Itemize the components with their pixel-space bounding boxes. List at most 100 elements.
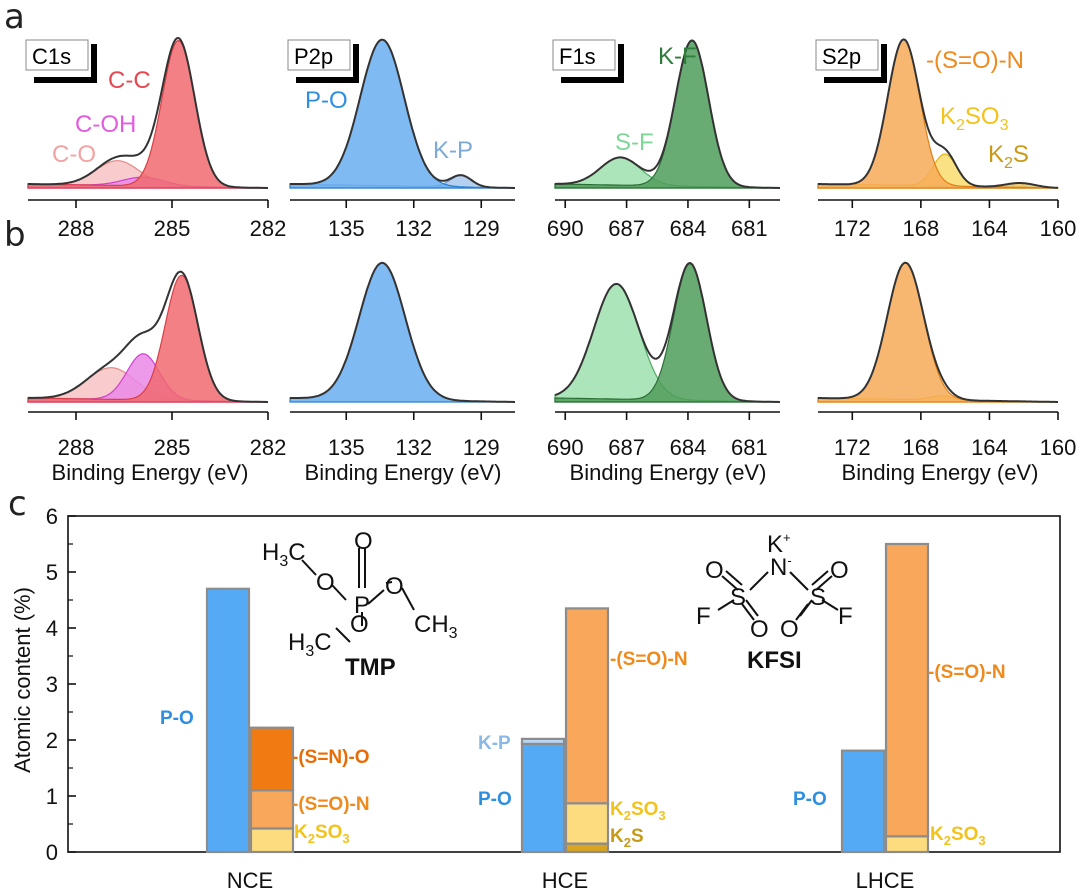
bar-ylabel: Atomic content (%) (10, 587, 35, 773)
element-box-shadow (561, 44, 624, 83)
xps-axis-title-s2p: Binding Energy (eV) (842, 460, 1039, 485)
label-c1s-c-o: C-O (52, 141, 96, 168)
bar-label-hce-k2so3: K2SO3 (610, 799, 666, 823)
bar-category-hce: HCE (542, 868, 588, 893)
kfsi-atom-s2: S (810, 584, 826, 611)
xps-axis-title-f1s: Binding Energy (eV) (570, 460, 767, 485)
bar-hce-k2so3 (564, 802, 610, 845)
bar-lhce-p-o (840, 749, 886, 854)
envelope-c1s-b (28, 270, 268, 403)
label-s2p-s-o-n: -(S=O)-N (926, 47, 1024, 74)
xps-tick-label: 129 (463, 216, 500, 241)
xps-tick-label: 129 (463, 435, 500, 460)
bar-hce-k2s (564, 842, 610, 854)
xps-tick-label: 288 (58, 216, 95, 241)
bar-nce--s-n-o (249, 726, 295, 792)
peak-p2p-p-o-b (289, 262, 515, 403)
element-label-f1s: F1s (559, 44, 596, 69)
xps-tick-label: 160 (1040, 435, 1077, 460)
tmp-structure: H3C O O P O CH3 O H3C TMP (262, 528, 458, 681)
bar-label-hce-k-p: K-P (478, 733, 511, 754)
xps-s2p-row-b: 172 168 164 160 (817, 261, 1077, 460)
xps-tick-label: 160 (1040, 216, 1077, 241)
label-c1s-c-c: C-C (108, 67, 151, 94)
label-s2p-k2so3: K2SO3 (940, 103, 1009, 134)
element-box-shadow (824, 44, 887, 83)
tmp-atom-o2: O (385, 573, 404, 600)
xps-tick-label: 168 (902, 216, 939, 241)
bar-label-lhce-s-o-n: -(S=O)-N (928, 662, 1006, 683)
xps-p2p-row-b: 135 132 129 (289, 261, 515, 460)
bar-label-nce-s-n-o: -(S=N)-O (292, 747, 370, 768)
kfsi-atom-o4: O (780, 616, 799, 643)
tmp-atom-p: P (354, 592, 370, 619)
envelope-p2p-b (290, 261, 515, 403)
xps-tick-label: 132 (395, 435, 432, 460)
xps-axis-title-c1s: Binding Energy (eV) (52, 460, 249, 485)
xps-tick-label: 681 (731, 435, 768, 460)
label-p2p-k-p: K-P (433, 137, 473, 164)
bar-hce-p-o (520, 742, 566, 854)
envelope-s2p-a (818, 38, 1058, 189)
tmp-atom-h3c: H3C (262, 539, 306, 570)
element-label-c1s: C1s (32, 44, 71, 69)
bar-category-nce: NCE (227, 868, 273, 893)
atomic-content-chart: 0 1 2 3 4 5 6 NCE HCE LHCE (46, 504, 1061, 893)
peak-s2p--s-o-n-b (817, 262, 1058, 403)
tmp-atom-o1: O (316, 569, 335, 596)
kfsi-atom-o2: O (750, 616, 769, 643)
bar-ytick-label: 6 (46, 504, 58, 529)
kfsi-atom-s1: S (730, 584, 746, 611)
kfsi-atom-f1: F (696, 603, 711, 630)
panel-letter-a: a (4, 0, 25, 37)
xps-tick-label: 132 (395, 216, 432, 241)
xps-tick-label: 282 (250, 216, 287, 241)
bar-nce-k2so3 (249, 827, 295, 854)
bar-lhce--s-o-n (884, 542, 930, 838)
bar-label-hce-s-o-n: -(S=O)-N (610, 649, 688, 670)
tmp-atom-ch3: CH3 (414, 611, 458, 642)
xps-c1s-row-b: 288 285 282 (27, 270, 286, 460)
bar-ytick-label: 2 (46, 728, 58, 753)
bar-ytick-label: 0 (46, 840, 58, 865)
xps-tick-label: 135 (328, 216, 365, 241)
bar-lhce-k2so3 (884, 835, 930, 854)
element-box (287, 39, 351, 71)
xps-p2p-row-a: 135 132 129 P2p (287, 38, 515, 241)
bar-ytick-label: 1 (46, 784, 58, 809)
xps-tick-label: 164 (971, 216, 1008, 241)
element-box (815, 39, 879, 71)
bar-label-lhce-p-o: P-O (793, 789, 827, 810)
envelope-f1s-a (555, 39, 780, 189)
envelope-c1s-a (28, 36, 268, 189)
bar-label-hce-p-o: P-O (478, 789, 512, 810)
tmp-atom-o-double: O (354, 528, 373, 555)
bar-hce--s-o-n (564, 607, 610, 805)
kfsi-atom-o3: O (830, 557, 849, 584)
tmp-atom-h3c-2: H3C (288, 629, 332, 660)
envelope-p2p-a (290, 38, 515, 189)
xps-tick-label: 687 (608, 435, 645, 460)
kfsi-atom-o1: O (705, 557, 724, 584)
element-label-p2p: P2p (294, 44, 333, 69)
xps-c1s-row-a: 288 285 282 C1s (25, 36, 287, 241)
xps-tick-label: 690 (547, 435, 584, 460)
xps-s2p-row-a: 172 168 164 160 S2p (815, 38, 1077, 241)
xps-tick-label: 684 (670, 435, 707, 460)
label-p2p-p-o: P-O (305, 87, 348, 114)
kfsi-atom-f2: F (838, 603, 853, 630)
label-f1s-s-f: S-F (615, 129, 654, 156)
element-box (552, 39, 616, 71)
xps-tick-label: 168 (902, 435, 939, 460)
panel-letter-c: c (8, 484, 27, 524)
bar-ytick-label: 5 (46, 560, 58, 585)
bar-ytick-label: 3 (46, 672, 58, 697)
panel-letter-b: b (4, 215, 26, 255)
xps-tick-label: 164 (971, 435, 1008, 460)
tmp-atom-o3: O (350, 611, 369, 638)
xps-tick-label: 285 (154, 216, 191, 241)
xps-tick-label: 288 (58, 435, 95, 460)
xps-tick-label: 681 (731, 216, 768, 241)
